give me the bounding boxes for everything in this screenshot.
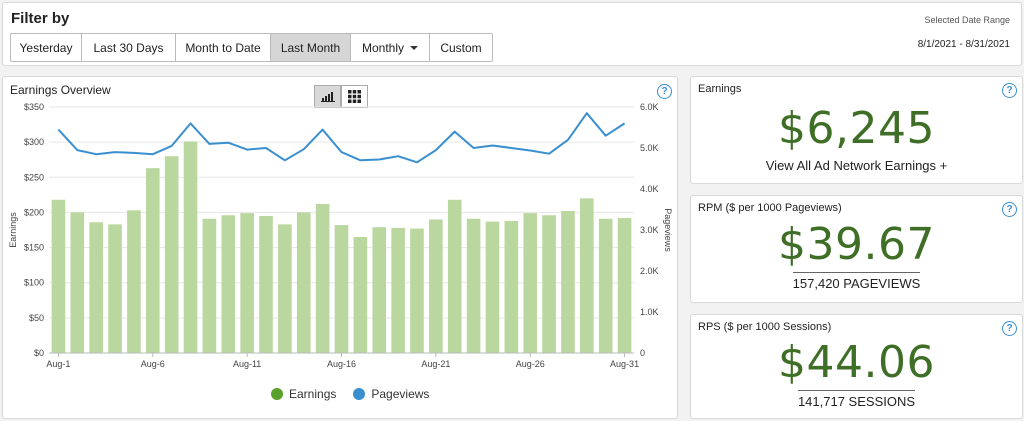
earnings-bar: [561, 211, 575, 353]
y-tick-label: $200: [24, 207, 44, 217]
earnings-bar: [240, 213, 254, 353]
earnings-bar: [164, 156, 179, 353]
earnings-bar: [127, 210, 141, 353]
x-tick-label: Aug-1: [46, 359, 70, 369]
earnings-bar: [598, 218, 613, 353]
earnings-bar: [315, 203, 330, 353]
earnings-bar: [70, 212, 85, 353]
yesterday-button[interactable]: Yesterday: [10, 33, 82, 62]
earnings-bar: [108, 224, 122, 353]
rps-card: RPS ($ per 1000 Sessions) ? $44.06 141,7…: [690, 314, 1023, 419]
selected-date-range-label: Selected Date Range: [924, 15, 1010, 25]
legend-pageviews[interactable]: Pageviews: [353, 387, 429, 401]
earnings-bar: [410, 228, 424, 353]
earnings-value: $6,245: [778, 103, 935, 154]
sessions-count: 141,717 SESSIONS: [691, 390, 1022, 409]
earnings-bar: [391, 227, 405, 353]
earnings-bar: [51, 199, 66, 353]
legend-earnings[interactable]: Earnings: [271, 387, 336, 401]
earnings-bar: [145, 168, 160, 353]
y2-tick-label: 6.0K: [640, 102, 659, 112]
earnings-bar: [278, 224, 292, 353]
earnings-card-title: Earnings: [698, 83, 742, 95]
earnings-bar: [485, 221, 500, 353]
y-tick-label: $250: [24, 172, 44, 182]
caret-down-icon: [410, 45, 419, 50]
earnings-bar: [221, 215, 236, 353]
rps-card-title: RPS ($ per 1000 Sessions): [698, 321, 832, 333]
y-tick-label: $100: [24, 278, 44, 288]
rpm-card: RPM ($ per 1000 Pageviews) ? $39.67 157,…: [690, 195, 1023, 303]
y2-axis-title: Pageviews: [663, 208, 673, 252]
earnings-bar: [447, 199, 462, 353]
earnings-help-icon[interactable]: ?: [1002, 83, 1017, 98]
filter-panel: Filter by Yesterday Last 30 Days Month t…: [2, 2, 1022, 66]
y-tick-label: $350: [24, 102, 44, 112]
pageviews-count-text: 157,420 PAGEVIEWS: [792, 272, 921, 291]
earnings-bar: [523, 213, 538, 353]
y-tick-label: $0: [34, 348, 44, 358]
grid-icon: [348, 90, 361, 103]
month-to-date-button[interactable]: Month to Date: [175, 33, 271, 62]
y2-tick-label: 1.0K: [640, 307, 659, 317]
x-tick-label: Aug-11: [233, 359, 261, 369]
sessions-count-text: 141,717 SESSIONS: [797, 390, 916, 409]
x-tick-label: Aug-26: [516, 359, 545, 369]
chart-legend: Earnings Pageviews: [271, 387, 446, 401]
legend-earnings-label: Earnings: [289, 387, 337, 401]
last-month-button[interactable]: Last Month: [270, 33, 351, 62]
bar-chart-icon: [320, 92, 335, 102]
y-axis-title: Earnings: [8, 212, 18, 248]
earnings-bar: [259, 215, 273, 353]
y-tick-label: $150: [24, 243, 44, 253]
custom-button[interactable]: Custom: [429, 33, 493, 62]
earnings-bar: [372, 227, 387, 353]
earnings-overview-chart: $0 $50 $100 $150 $200 $250 $300 $350 0 1.0K 2.0K 3.…: [8, 102, 673, 369]
view-all-ad-network-earnings-link[interactable]: View All Ad Network Earnings +: [765, 158, 948, 173]
earnings-bar: [542, 215, 556, 353]
y2-tick-label: 4.0K: [640, 184, 659, 194]
last-30-days-button[interactable]: Last 30 Days: [81, 33, 176, 62]
earnings-bar: [353, 237, 368, 353]
legend-pageviews-swatch: [353, 388, 366, 400]
earnings-bar: [466, 218, 481, 353]
earnings-overview-help-icon[interactable]: ?: [657, 84, 672, 99]
legend-pageviews-label: Pageviews: [371, 387, 430, 401]
x-tick-label: Aug-6: [141, 359, 165, 369]
earnings-bar: [617, 218, 632, 353]
earnings-bar: [504, 220, 519, 353]
y-tick-label: $300: [24, 137, 44, 147]
date-filter-buttons: Yesterday Last 30 Days Month to Date Las…: [10, 33, 493, 62]
earnings-bar: [580, 198, 594, 353]
earnings-bar: [334, 225, 349, 353]
y2-tick-label: 5.0K: [640, 143, 659, 153]
rpm-help-icon[interactable]: ?: [1002, 202, 1017, 217]
earnings-bar: [296, 212, 311, 353]
earnings-bar: [202, 218, 217, 353]
filter-title: Filter by: [11, 10, 70, 27]
monthly-dropdown-label: Monthly: [361, 40, 405, 55]
earnings-overview-panel: Earnings Overview ? $0 $50 $100 $150 $200 $25…: [2, 76, 678, 419]
legend-earnings-swatch: [271, 388, 283, 400]
y2-tick-label: 0: [640, 348, 645, 358]
rpm-value: $39.67: [778, 219, 935, 270]
monthly-dropdown[interactable]: Monthly: [350, 33, 430, 62]
y-tick-label: $50: [29, 313, 44, 323]
earnings-bar: [183, 141, 198, 353]
x-tick-label: Aug-21: [421, 359, 450, 369]
x-tick-label: Aug-16: [327, 359, 356, 369]
x-tick-label: Aug-31: [610, 359, 639, 369]
earnings-card: Earnings ? $6,245 View All Ad Network Ea…: [690, 76, 1023, 184]
rps-value: $44.06: [778, 337, 935, 388]
earnings-overview-title: Earnings Overview: [10, 83, 111, 97]
pageviews-line: [57, 112, 626, 164]
earnings-bar: [89, 222, 103, 353]
y2-tick-label: 2.0K: [640, 266, 659, 276]
selected-date-range-value: 8/1/2021 - 8/31/2021: [917, 39, 1010, 50]
y2-tick-label: 3.0K: [640, 225, 659, 235]
rps-help-icon[interactable]: ?: [1002, 321, 1017, 336]
earnings-bar: [429, 219, 443, 353]
rpm-card-title: RPM ($ per 1000 Pageviews): [698, 202, 842, 214]
pageviews-count: 157,420 PAGEVIEWS: [691, 272, 1022, 291]
